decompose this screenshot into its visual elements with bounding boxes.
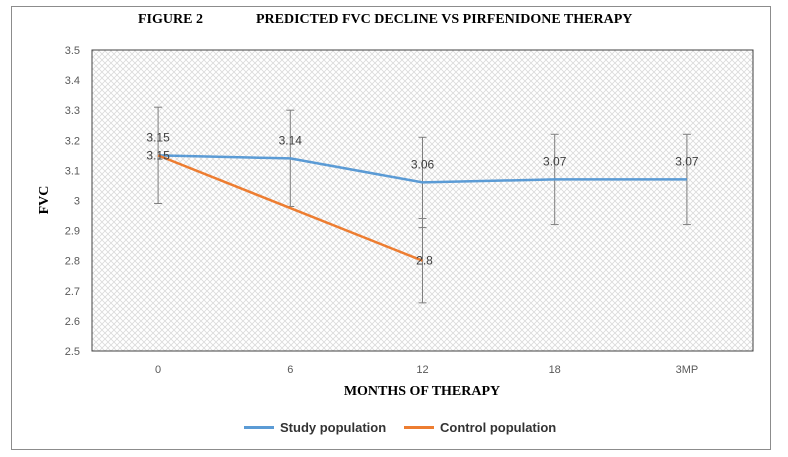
data-label: 3.15 bbox=[146, 148, 170, 162]
legend-label-control: Control population bbox=[440, 420, 557, 435]
y-tick-label: 2.7 bbox=[65, 286, 80, 298]
data-label: 3.15 bbox=[146, 130, 170, 144]
data-label: 2.8 bbox=[416, 254, 433, 268]
legend-label-study: Study population bbox=[280, 420, 387, 435]
series-lines bbox=[157, 154, 687, 262]
y-tick-label: 3 bbox=[74, 196, 80, 208]
y-tick-label: 3.3 bbox=[65, 105, 80, 117]
figure-label: FIGURE 2 bbox=[138, 12, 203, 27]
series-line-control bbox=[157, 154, 423, 262]
x-tick-label: 3MP bbox=[676, 364, 699, 376]
data-label: 3.07 bbox=[675, 154, 699, 168]
legend-swatch-control bbox=[404, 426, 434, 429]
legend-swatch-study bbox=[244, 426, 274, 429]
x-tick-label: 18 bbox=[549, 364, 561, 376]
y-axis-label: FVC bbox=[37, 186, 52, 215]
y-tick-label: 2.6 bbox=[65, 316, 80, 328]
x-tick-labels: 0 6 12 18 3MP bbox=[155, 364, 698, 376]
chart-title: FIGURE 2 PREDICTED FVC DECLINE VS PIRFEN… bbox=[0, 12, 788, 34]
x-axis-label: MONTHS OF THERAPY bbox=[344, 384, 500, 399]
y-tick-label: 2.9 bbox=[65, 226, 80, 238]
data-labels: 3.15 3.14 3.06 3.07 3.07 3.15 2.8 bbox=[146, 130, 698, 267]
chart-title-text: PREDICTED FVC DECLINE VS PIRFENIDONE THE… bbox=[256, 12, 633, 27]
y-tick-label: 2.5 bbox=[65, 346, 80, 358]
x-tick-label: 6 bbox=[287, 364, 293, 376]
y-tick-label: 3.5 bbox=[65, 45, 80, 57]
chart-frame bbox=[11, 6, 771, 450]
x-tick-label: 0 bbox=[155, 364, 161, 376]
y-tick-label: 2.8 bbox=[65, 256, 80, 268]
y-tick-labels: 2.5 2.6 2.7 2.8 2.9 3 3.1 3.2 3.3 3.4 3.5 bbox=[65, 45, 80, 358]
legend: Study population Control population bbox=[0, 420, 788, 440]
data-label: 3.14 bbox=[279, 133, 303, 147]
legend-item-study: Study population bbox=[244, 420, 386, 435]
y-tick-label: 3.2 bbox=[65, 135, 80, 147]
y-tick-label: 3.4 bbox=[65, 75, 80, 87]
data-label: 3.07 bbox=[543, 154, 567, 168]
data-label: 3.06 bbox=[411, 157, 435, 171]
legend-item-control: Control population bbox=[404, 420, 556, 435]
y-tick-label: 3.1 bbox=[65, 165, 80, 177]
x-tick-label: 12 bbox=[416, 364, 428, 376]
series-line-study bbox=[158, 154, 687, 184]
